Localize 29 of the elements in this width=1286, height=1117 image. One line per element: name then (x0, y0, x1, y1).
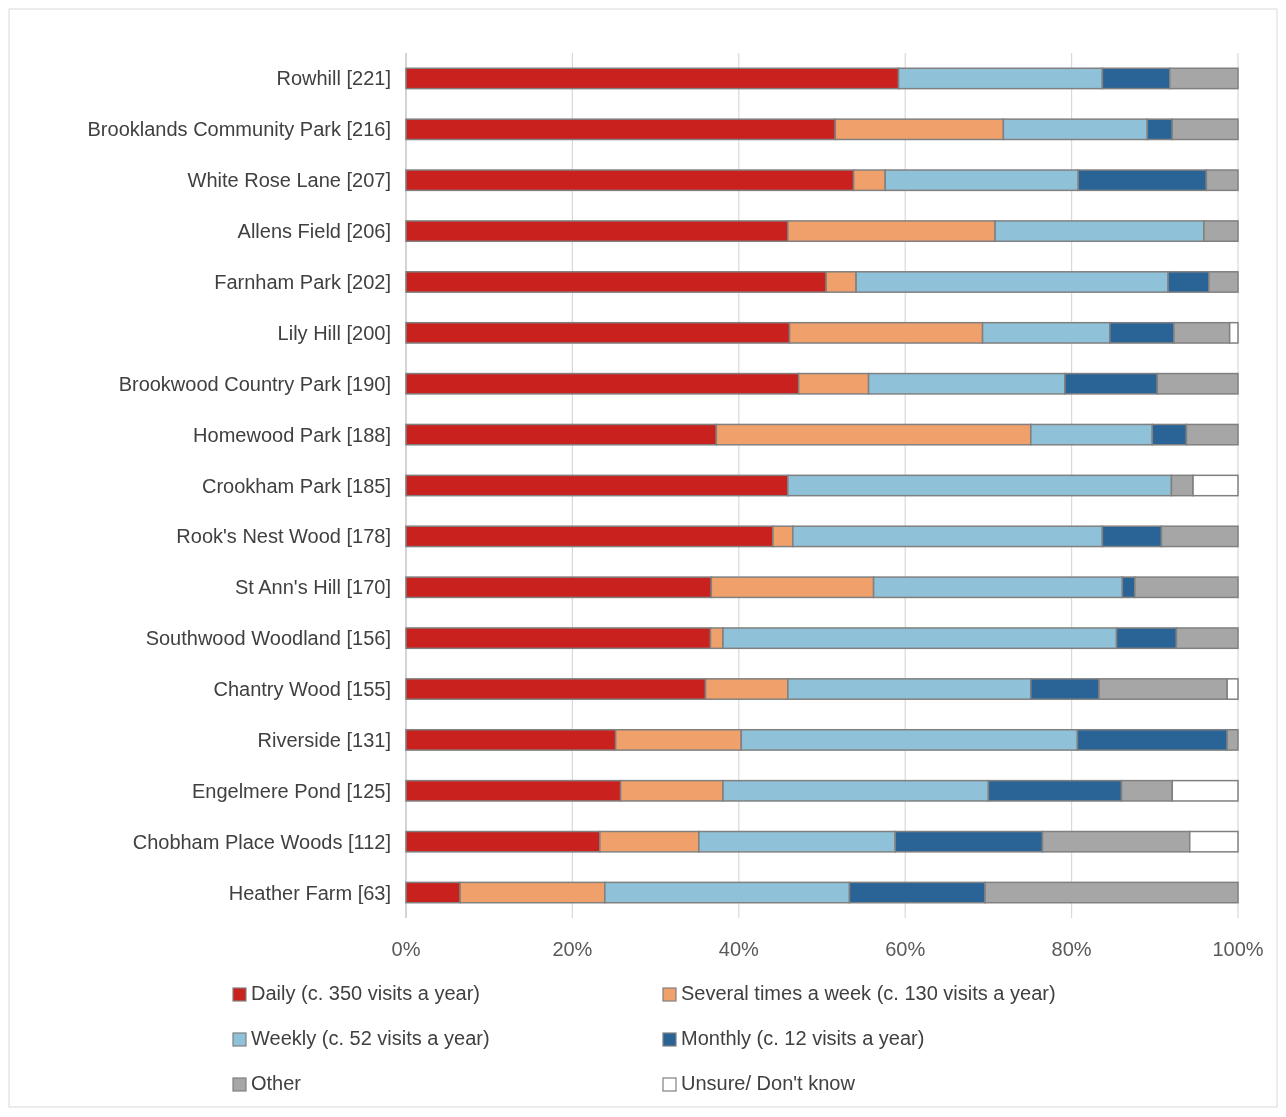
y-tick-label: Lily Hill [200] (277, 321, 391, 344)
x-tick-label: 40% (718, 938, 760, 960)
y-tick-label: Rowhill [221] (276, 67, 391, 90)
y-tick-label: Chobham Place Woods [112] (132, 830, 391, 853)
x-tick-label: 20% (552, 938, 593, 960)
x-tick-label: 60% (885, 938, 926, 960)
x-tick-label: 80% (1051, 938, 1092, 960)
legend-label: Other (251, 1072, 302, 1094)
y-tick-label: Brooklands Community Park [216] (87, 118, 391, 141)
legend-label: Monthly (c. 12 visits a year) (681, 1027, 925, 1049)
legend-label: Unsure/ Don't know (681, 1072, 856, 1094)
y-tick-label: Homewood Park [188] (193, 423, 391, 446)
y-tick-label: Crookham Park [185] (202, 474, 391, 497)
y-tick-label: Brookwood Country Park [190] (118, 372, 391, 395)
y-tick-label: Rook's Nest Wood [178] (176, 525, 391, 548)
y-tick-label: Engelmere Pond [125] (191, 779, 391, 802)
x-tick-label: 0% (391, 938, 421, 960)
y-tick-label: Farnham Park [202] (214, 270, 391, 293)
x-tick-label: 100% (1212, 938, 1264, 960)
y-tick-label: Riverside [131] (257, 728, 391, 751)
y-tick-label: White Rose Lane [207] (187, 169, 391, 192)
legend-label: Daily (c. 350 visits a year) (251, 982, 480, 1004)
y-tick-label: Allens Field [206] (237, 220, 391, 243)
legend-label: Several times a week (c. 130 visits a year) (681, 982, 1056, 1004)
y-tick-label: St Ann's Hill [170] (234, 576, 391, 599)
legend-label: Weekly (c. 52 visits a year) (251, 1027, 490, 1049)
y-tick-label: Chantry Wood [155] (213, 678, 391, 701)
y-tick-label: Heather Farm [63] (228, 881, 391, 904)
y-tick-label: Southwood Woodland [156] (145, 627, 391, 650)
